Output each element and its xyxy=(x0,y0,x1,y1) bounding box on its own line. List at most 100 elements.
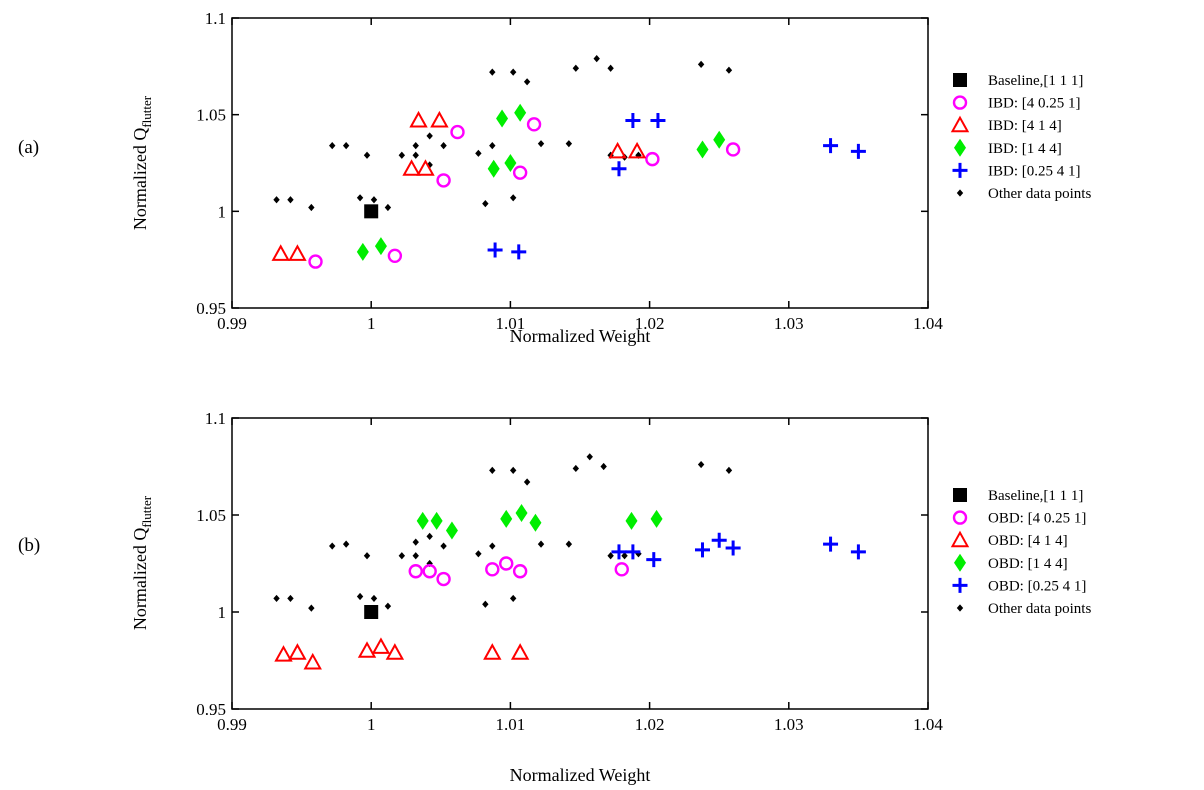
panel-a-point-diamond-small xyxy=(287,196,294,204)
panel-b-point-diamond-small xyxy=(586,453,593,461)
panel-b-point-diamond xyxy=(416,511,429,530)
panel-b-point-plus xyxy=(694,542,710,558)
panel-b-point-square xyxy=(364,605,379,619)
panel-a-point-diamond xyxy=(496,109,509,128)
panel-b-x-axis-label: Normalized Weight xyxy=(510,765,651,785)
panel-b-legend-marker-diamond-small xyxy=(956,604,964,612)
panel-b-point-diamond-small xyxy=(426,532,433,540)
panel-b-y-tick-label: 1.1 xyxy=(205,409,226,428)
panel-b-point-circle xyxy=(422,564,437,579)
panel-b-point-diamond-small xyxy=(725,466,733,474)
panel-b-point-plus xyxy=(725,540,741,556)
panel-b-point-plus xyxy=(823,536,839,552)
panel-a-point-diamond-small xyxy=(440,142,447,150)
panel-a-point-diamond-small xyxy=(329,142,336,150)
panel-a-y-ticks: 0.95 1 1.05 1.1 xyxy=(196,9,928,318)
panel-a-legend-marker-diamond-small xyxy=(956,189,964,197)
panel-a-point-diamond xyxy=(514,103,527,122)
panel-a-point-plus xyxy=(823,138,839,154)
panel-b-x-tick-label: 1.01 xyxy=(496,715,526,734)
panel-b-legend-label: OBD: [4 1 4] xyxy=(988,533,1068,549)
panel-a-point-diamond xyxy=(713,130,726,149)
panel-a-y-axis-label-sub: flutter xyxy=(139,95,154,127)
panel-a-point-diamond xyxy=(487,159,500,178)
panel-b-point-diamond-small xyxy=(356,592,364,601)
panel-b-legend-marker-square xyxy=(953,488,967,502)
panel-a-legend-marker-plus xyxy=(952,162,968,178)
panel-a-point-triangle xyxy=(430,110,449,128)
panel-a-y-tick-label: 1 xyxy=(218,202,227,221)
panel-a-x-ticks: 0.99 1 1.01 1.02 1.03 1.04 xyxy=(217,18,943,333)
panel-a-point-plus xyxy=(511,244,527,260)
panel-b-point-circle xyxy=(408,564,423,579)
panel-a-point-diamond-small xyxy=(342,142,350,150)
panel-b-point-plus xyxy=(850,544,866,560)
panel-a-point-diamond-small xyxy=(363,151,371,159)
panel-a-legend-label: IBD: [4 1 4] xyxy=(988,118,1062,134)
panel-b-legend-marker-plus xyxy=(952,577,968,593)
panel-a-point-diamond-small xyxy=(489,142,496,150)
panel-a-point-diamond-small xyxy=(475,149,482,157)
panel-b-point-triangle xyxy=(371,637,391,654)
panel-a-point-triangle xyxy=(288,244,307,261)
panel-b-point-plus xyxy=(611,544,627,560)
panel-b-point-diamond-small xyxy=(621,552,628,560)
panel-b-point-plus xyxy=(646,552,662,568)
panel-b-point-circle xyxy=(436,571,451,587)
panel-b-point-triangle xyxy=(510,643,530,660)
panel-a-point-diamond-small xyxy=(725,66,733,74)
panel-b-point-plus xyxy=(711,532,727,548)
panel-a-point-plus xyxy=(650,112,666,128)
panel-b-point-diamond xyxy=(515,504,528,523)
panel-a-point-diamond xyxy=(504,154,517,172)
panel-b-point-diamond xyxy=(529,513,542,532)
panel-a-point-diamond-small xyxy=(593,55,600,63)
panel-a-point-circle xyxy=(387,248,403,264)
panel-a-point-diamond-small xyxy=(412,151,419,159)
panel-a-point-triangle xyxy=(627,141,647,159)
panel-a-point-plus xyxy=(625,112,641,128)
panel-a-point-diamond-small xyxy=(572,64,580,72)
panel-b-y-axis-label-sub: flutter xyxy=(139,495,154,527)
panel-a-point-circle xyxy=(512,165,528,180)
panel-b-x-tick-label: 1.04 xyxy=(913,715,943,734)
panel-a-legend-label: IBD: [4 0.25 1] xyxy=(988,96,1081,112)
panel-b-y-axis-label: Normalized Qflutter xyxy=(130,495,154,630)
panel-a-point-diamond-small xyxy=(356,194,364,202)
panel-a-label: (a) xyxy=(18,137,39,158)
panel-b-point-triangle xyxy=(385,643,405,660)
panel-a-x-tick-label: 0.99 xyxy=(217,314,247,333)
panel-b-legend-marker-circle xyxy=(952,510,968,525)
panel-b-legend-marker-triangle xyxy=(950,530,970,548)
panel-b-y-tick-label: 1.05 xyxy=(196,506,226,525)
panel-a-point-diamond xyxy=(356,242,369,261)
panel-a-point-diamond-small xyxy=(607,64,614,72)
panel-a: (a) Normalized Weight Normalized Qflutte… xyxy=(18,9,1091,346)
panel-b-data-points xyxy=(273,453,866,670)
panel-b-point-circle xyxy=(499,556,514,571)
panel-a-point-diamond-small xyxy=(509,194,517,202)
panel-a-y-tick-label: 0.95 xyxy=(196,299,226,318)
panel-a-point-diamond-small xyxy=(426,132,433,140)
panel-b-point-diamond-small xyxy=(370,594,378,603)
panel-a-legend-marker-triangle xyxy=(950,115,970,133)
panel-a-point-plus xyxy=(487,242,503,258)
panel-b-x-tick-label: 1 xyxy=(367,715,376,734)
panel-b-legend-label: OBD: [1 4 4] xyxy=(988,556,1068,572)
panel-a-legend: Baseline,[1 1 1] IBD: [4 0.25 1] IBD: [4 1… xyxy=(950,73,1091,202)
panel-b-point-triangle xyxy=(288,643,307,660)
panel-b-legend-label: Baseline,[1 1 1] xyxy=(988,488,1083,504)
panel-a-x-tick-label: 1.03 xyxy=(774,314,804,333)
panel-a-point-diamond-small xyxy=(273,196,280,204)
panel-b-point-diamond-small xyxy=(509,466,517,474)
panel-a-point-circle xyxy=(725,142,741,157)
panel-a-point-diamond-small xyxy=(482,200,489,208)
panel-a-point-diamond xyxy=(696,140,709,159)
panel-a-legend-marker-diamond xyxy=(954,138,966,157)
panel-b-point-diamond-small xyxy=(363,552,371,560)
panel-a-legend-marker-square xyxy=(953,73,967,87)
panel-b-plot-frame xyxy=(231,417,929,710)
panel-a-point-circle xyxy=(308,254,323,269)
panel-b-point-diamond-small xyxy=(537,540,545,548)
